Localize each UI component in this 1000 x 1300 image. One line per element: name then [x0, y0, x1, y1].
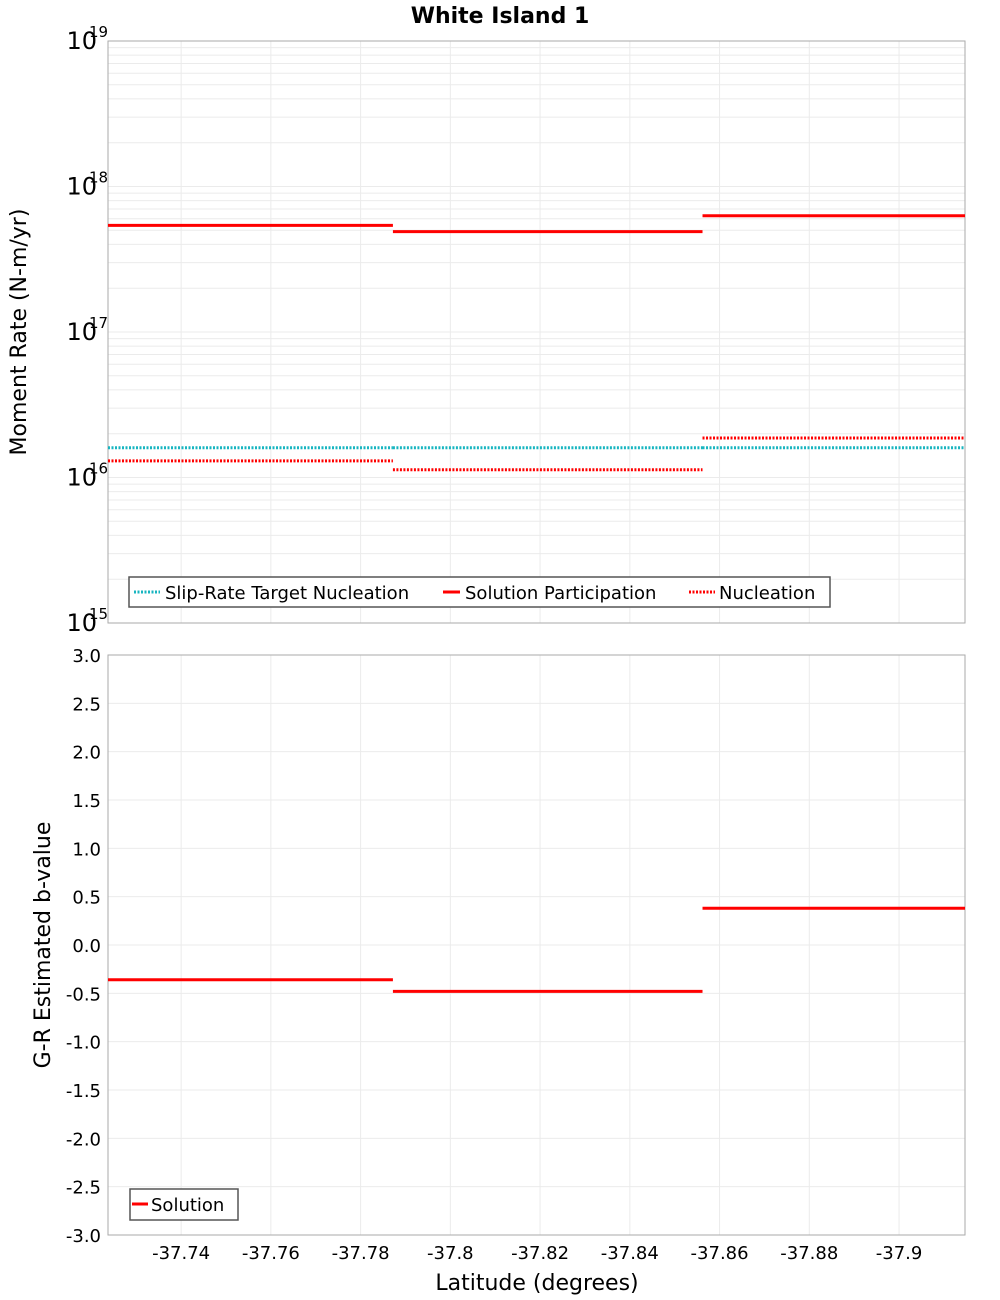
y-tick-label: 10 [66, 27, 97, 55]
x-tick-label: -37.82 [511, 1243, 569, 1264]
x-tick-label: -37.86 [691, 1243, 749, 1264]
chart-title: White Island 1 [411, 4, 590, 29]
y-tick-label: 10 [66, 609, 97, 637]
y-tick-label: 10 [66, 464, 97, 492]
x-tick-label: -37.8 [427, 1243, 474, 1264]
y-tick-label: -2.0 [66, 1129, 101, 1150]
y-tick-exponent: 18 [89, 169, 108, 187]
bottom-y-axis-label: G-R Estimated b-value [31, 822, 56, 1069]
top-grid [108, 41, 965, 624]
y-tick-label: 10 [66, 173, 97, 201]
x-tick-label: -37.84 [601, 1243, 659, 1264]
y-tick-label: -3.0 [66, 1226, 101, 1247]
x-axis-label: Latitude (degrees) [435, 1271, 638, 1296]
x-tick-label: -37.78 [332, 1243, 390, 1264]
y-tick-exponent: 17 [89, 314, 108, 332]
x-tick-labels: -37.74 -37.76 -37.78 -37.8 -37.82 -37.84 -37.8… [152, 1243, 922, 1264]
top-y-axis-label: Moment Rate (N-m/yr) [7, 209, 32, 456]
bottom-plot-area [107, 654, 966, 1236]
y-tick-label: 10 [66, 318, 97, 346]
legend-label-nucleation: Nucleation [719, 583, 815, 604]
top-legend-box [128, 576, 831, 608]
bottom-grid [108, 654, 965, 1236]
y-tick-label: 0.0 [72, 936, 101, 957]
x-tick-label: -37.76 [242, 1243, 300, 1264]
y-tick-label: 1.0 [72, 839, 101, 860]
legend-label-slip-rate-target: Slip-Rate Target Nucleation [165, 583, 409, 604]
y-tick-label: 2.0 [72, 743, 101, 764]
x-tick-label: -37.74 [152, 1243, 210, 1264]
top-plot-area [107, 40, 966, 624]
x-tick-label: -37.9 [876, 1243, 923, 1264]
top-legend: Slip-Rate Target Nucleation Solution Par… [128, 576, 831, 608]
y-tick-exponent: 19 [89, 23, 108, 41]
y-tick-label: -2.5 [66, 1178, 101, 1199]
y-tick-exponent: 16 [89, 460, 108, 478]
bottom-series [108, 906, 965, 993]
b-value-panel: 3.0 2.5 2.0 1.5 1.0 0.5 0.0 -0.5 -1.0 -1.5 -2.0 -2.… [31, 646, 966, 1247]
y-tick-label: -1.0 [66, 1033, 101, 1054]
y-tick-label: 2.5 [72, 694, 101, 715]
y-tick-exponent: 15 [89, 605, 108, 623]
y-tick-label: 3.0 [72, 646, 101, 667]
y-tick-label: -1.5 [66, 1081, 101, 1102]
y-tick-label: 0.5 [72, 888, 101, 909]
y-tick-label: -0.5 [66, 984, 101, 1005]
bottom-legend: Solution [129, 1188, 239, 1221]
x-tick-label: -37.88 [780, 1243, 838, 1264]
bottom-y-tick-labels: 3.0 2.5 2.0 1.5 1.0 0.5 0.0 -0.5 -1.0 -1.5 -2.0 -2.… [66, 646, 101, 1247]
y-tick-label: 1.5 [72, 791, 101, 812]
legend-label-solution-participation: Solution Participation [465, 583, 656, 604]
top-series [108, 214, 965, 472]
legend-label-solution: Solution [151, 1195, 224, 1216]
